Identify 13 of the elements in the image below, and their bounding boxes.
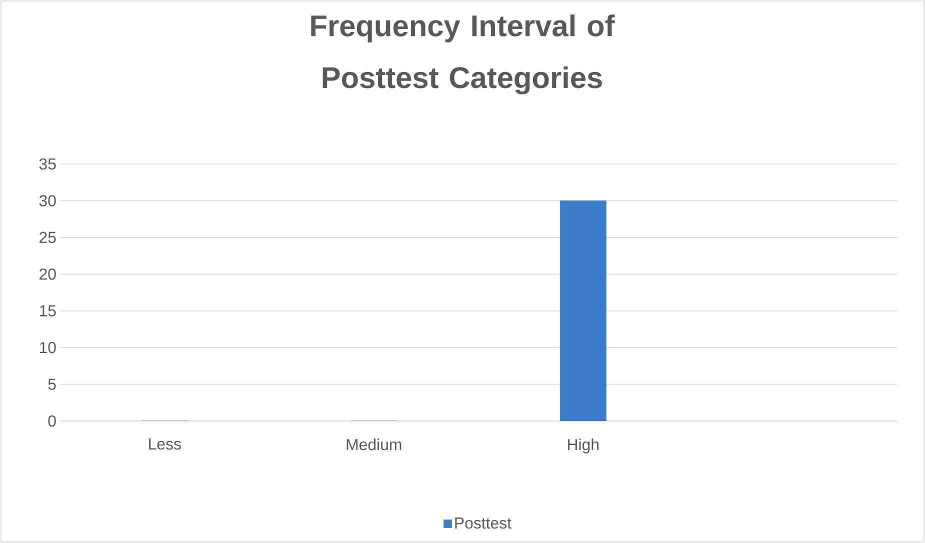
y-tick-label: 25	[40, 232, 56, 244]
y-tick-label: 5	[48, 378, 56, 390]
y-tick-label: 10	[40, 342, 56, 354]
x-tick-label: Less	[149, 438, 181, 450]
y-tick-label: 15	[40, 305, 56, 316]
chart-title: Frequency Interval of Posttest Categories	[311, 14, 615, 94]
x-tick-label: Medium	[346, 438, 402, 450]
x-tick-label: High	[568, 438, 598, 454]
y-tick-label: 0	[48, 415, 56, 427]
y-tick-label: 20	[40, 268, 56, 280]
y-tick-label: 30	[39, 195, 56, 206]
legend-label: Posttest	[455, 518, 512, 529]
y-tick-label: 35	[39, 158, 56, 170]
